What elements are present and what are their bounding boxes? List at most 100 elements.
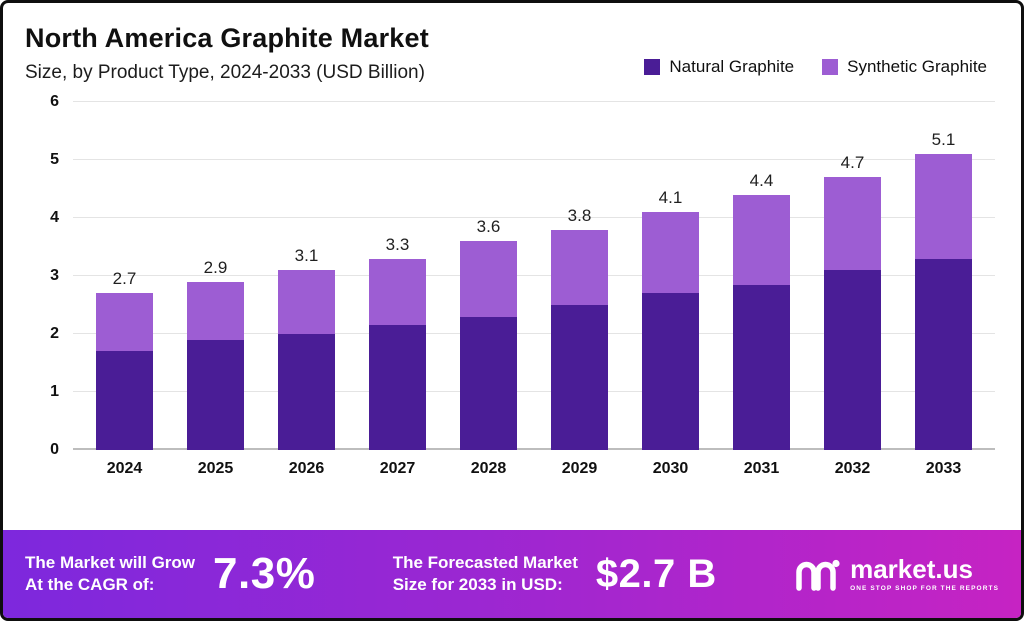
bar-segment-synthetic-graphite xyxy=(824,177,881,271)
bar-segment-synthetic-graphite xyxy=(96,293,153,352)
legend-label: Synthetic Graphite xyxy=(847,57,987,76)
bar-segment-natural-graphite xyxy=(96,351,153,450)
y-axis-tick-label: 3 xyxy=(50,267,59,284)
y-axis-tick-label: 1 xyxy=(50,383,59,400)
bar-stack xyxy=(369,258,426,450)
bar-stack xyxy=(824,177,881,450)
bar-total-label: 4.1 xyxy=(658,188,683,208)
bar-column: 5.1 xyxy=(898,102,989,450)
bar-column: 2.9 xyxy=(170,102,261,450)
footer-banner: The Market will Grow At the CAGR of: 7.3… xyxy=(3,530,1021,618)
bar-segment-natural-graphite xyxy=(915,258,972,450)
bar-stack xyxy=(551,229,608,450)
bar-column: 3.6 xyxy=(443,102,534,450)
x-axis-label: 2027 xyxy=(379,460,416,477)
gridline xyxy=(73,159,995,160)
gridline xyxy=(73,275,995,276)
market-us-logo-icon xyxy=(796,559,840,591)
bar-segment-synthetic-graphite xyxy=(369,258,426,326)
chart-legend: Natural Graphite Synthetic Graphite xyxy=(644,57,987,77)
y-axis-tick-label: 2 xyxy=(50,325,59,342)
bar-segment-synthetic-graphite xyxy=(278,270,335,334)
cagr-label-line2: At the CAGR of: xyxy=(25,575,155,594)
cagr-value: 7.3% xyxy=(213,549,316,598)
bar-segment-natural-graphite xyxy=(460,316,517,450)
bar-total-label: 4.7 xyxy=(840,153,865,173)
bar-segment-natural-graphite xyxy=(733,284,790,450)
bar-total-label: 3.1 xyxy=(294,246,319,266)
bar-stack xyxy=(278,270,335,450)
y-axis-tick-label: 4 xyxy=(50,209,59,226)
bar-total-label: 3.3 xyxy=(385,234,410,254)
bar-column: 3.8 xyxy=(534,102,625,450)
legend-swatch-natural-icon xyxy=(644,59,661,75)
x-axis-label: 2024 xyxy=(106,460,143,477)
bar-total-label: 5.1 xyxy=(931,130,956,150)
x-axis-label: 2029 xyxy=(561,460,598,477)
bar-stack xyxy=(187,281,244,450)
bar-segment-natural-graphite xyxy=(369,325,426,450)
legend-item-natural: Natural Graphite xyxy=(644,57,794,77)
gridline xyxy=(73,333,995,334)
bar-total-label: 4.4 xyxy=(749,170,774,190)
bar-segment-synthetic-graphite xyxy=(460,241,517,317)
forecast-label: The Forecasted Market Size for 2033 in U… xyxy=(393,552,578,596)
bar-column: 4.1 xyxy=(625,102,716,450)
x-axis-label: 2030 xyxy=(652,460,689,477)
bar-segment-natural-graphite xyxy=(187,339,244,450)
bar-stack xyxy=(915,154,972,450)
bar-segment-natural-graphite xyxy=(824,270,881,450)
y-axis: 0 1 2 3 4 5 6 xyxy=(25,93,73,458)
plot-area: 2.7 2.9 3.1 3.3 3.6 3.8 4.1 4.4 4.7 5.1 xyxy=(73,101,995,450)
y-axis-tick-label: 5 xyxy=(50,151,59,168)
brand-tagline: ONE STOP SHOP FOR THE REPORTS xyxy=(850,585,1000,592)
gridline xyxy=(73,391,995,392)
bar-column: 2.7 xyxy=(79,102,170,450)
cagr-label: The Market will Grow At the CAGR of: xyxy=(25,552,195,596)
bar-column: 3.3 xyxy=(352,102,443,450)
chart-subtitle: Size, by Product Type, 2024-2033 (USD Bi… xyxy=(25,62,425,83)
x-axis-label: 2026 xyxy=(288,460,325,477)
y-axis-tick-label: 6 xyxy=(50,93,59,110)
plot-wrap: 0 1 2 3 4 5 6 2.7 2.9 3.1 3.3 3.6 3.8 4.1 4.4 4.7 5.1 2… xyxy=(25,93,995,478)
chart: North America Graphite Market Size, by P… xyxy=(3,3,1021,530)
x-axis-label: 2028 xyxy=(470,460,507,477)
bar-stack xyxy=(96,293,153,450)
bar-segment-natural-graphite xyxy=(278,334,335,450)
bar-column: 4.4 xyxy=(716,102,807,450)
bar-total-label: 2.9 xyxy=(203,257,228,277)
bar-segment-synthetic-graphite xyxy=(642,212,699,294)
legend-swatch-synthetic-icon xyxy=(822,59,839,75)
x-axis-label: 2033 xyxy=(925,460,962,477)
bar-stack xyxy=(460,241,517,450)
page-title: North America Graphite Market xyxy=(25,23,429,53)
bar-segment-synthetic-graphite xyxy=(915,154,972,259)
forecast-label-line1: The Forecasted Market xyxy=(392,552,578,572)
x-axis-labels: 2024 2025 2026 2027 2028 2029 2030 2031 2032 2033 xyxy=(73,460,995,478)
y-axis-tick-label: 0 xyxy=(50,441,59,458)
bar-total-label: 2.7 xyxy=(112,269,137,289)
legend-label: Natural Graphite xyxy=(669,57,795,76)
bar-segment-synthetic-graphite xyxy=(551,229,608,305)
bar-segment-synthetic-graphite xyxy=(187,281,244,340)
x-axis-label: 2025 xyxy=(197,460,234,477)
x-axis-label: 2032 xyxy=(834,460,871,477)
legend-item-synthetic: Synthetic Graphite xyxy=(822,57,987,77)
bar-segment-natural-graphite xyxy=(642,293,699,450)
bar-total-label: 3.8 xyxy=(567,205,592,225)
forecast-label-line2: Size for 2033 in USD: xyxy=(392,575,563,594)
bar-column: 4.7 xyxy=(807,102,898,450)
forecast-value: $2.7 B xyxy=(595,551,717,596)
bar-segment-synthetic-graphite xyxy=(733,194,790,285)
bar-stack xyxy=(642,212,699,450)
bar-total-label: 3.6 xyxy=(476,217,501,237)
cagr-label-line1: The Market will Grow xyxy=(25,552,196,572)
x-axis-label: 2031 xyxy=(743,460,780,477)
x-axis-baseline xyxy=(73,448,995,450)
bars: 2.7 2.9 3.1 3.3 3.6 3.8 4.1 4.4 4.7 5.1 xyxy=(73,102,995,450)
bar-segment-natural-graphite xyxy=(551,305,608,450)
bar-column: 3.1 xyxy=(261,102,352,450)
brand-block: market.us ONE STOP SHOP FOR THE REPORTS xyxy=(794,556,999,592)
gridline xyxy=(73,101,995,102)
